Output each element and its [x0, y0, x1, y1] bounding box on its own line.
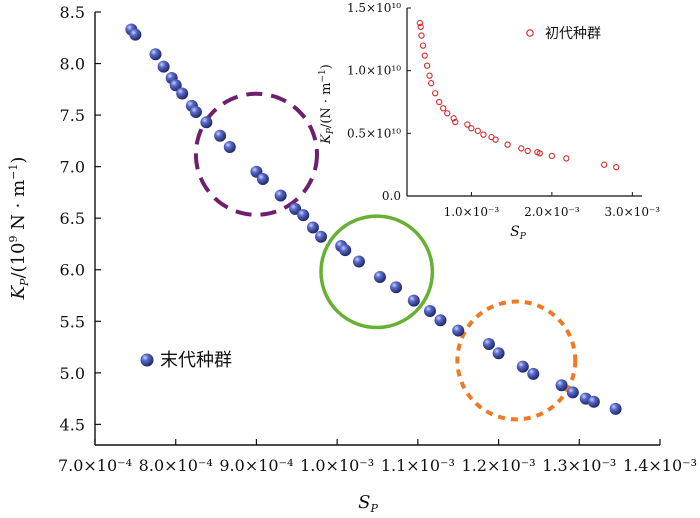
data-point-initial — [432, 90, 439, 97]
data-point-final — [407, 294, 420, 307]
data-point-initial — [536, 150, 543, 157]
data-point-final — [306, 221, 319, 234]
data-point-initial — [613, 164, 620, 171]
data-point-initial — [444, 110, 451, 117]
inset-legend-marker — [526, 29, 534, 37]
main-x-tick-label: 1.4×10⁻³ — [623, 456, 697, 475]
data-point-initial — [418, 32, 425, 39]
legend-marker-final — [140, 353, 154, 367]
main-y-tick-label: 7.5 — [60, 106, 85, 125]
data-point-final — [315, 230, 327, 243]
main-y-tick-label: 4.5 — [60, 415, 85, 434]
data-point-initial — [419, 42, 427, 49]
data-point-initial — [417, 23, 424, 30]
data-point-final — [423, 304, 436, 317]
main-x-tick-label: 8.0×10⁻⁴ — [139, 456, 213, 475]
main-x-tick-label: 1.1×10⁻³ — [381, 456, 455, 475]
main-y-tick-label: 6.0 — [60, 261, 85, 280]
inset-chart: 1.0×10⁻³ 2.0×10⁻³ 3.0×10⁻³ 0.0 0.5×10¹⁰ 1.0×1… — [318, 1, 660, 242]
main-x-tick-label: 7.0×10⁻⁴ — [58, 456, 132, 475]
data-point-final — [352, 255, 365, 268]
data-point-initial — [480, 131, 487, 138]
main-y-tick-label: 7.0 — [60, 158, 85, 177]
data-point-final — [609, 402, 622, 415]
data-point-final — [149, 48, 162, 61]
data-point-final — [434, 314, 447, 327]
data-point-initial — [440, 105, 447, 112]
legend-label-final: 末代种群 — [160, 350, 232, 371]
inset-x-axis-label: SP — [510, 224, 527, 242]
inset-x-tick-label: 1.0×10⁻³ — [444, 205, 500, 219]
main-ticks: 7.0×10⁻⁴ 8.0×10⁻⁴ 9.0×10⁻⁴ 1.0×10⁻³ 1.1×10⁻³… — [58, 3, 697, 475]
main-y-axis-label: KP/(109 N · m−1) — [7, 157, 31, 301]
data-point-final — [297, 209, 310, 222]
data-point-final — [390, 281, 403, 294]
data-point-initial — [504, 141, 511, 148]
data-point-final — [189, 106, 202, 119]
inset-y-axis-label: KP/(N · m−1) — [318, 64, 336, 145]
main-x-tick-label: 9.0×10⁻⁴ — [219, 456, 293, 475]
data-point-initial — [524, 147, 531, 155]
main-series-points — [125, 23, 622, 415]
annotation-circles — [193, 91, 578, 422]
data-point-final — [527, 367, 540, 380]
main-x-tick-label: 1.2×10⁻³ — [462, 456, 536, 475]
main-y-tick-label: 5.0 — [60, 364, 85, 383]
data-point-final — [516, 360, 529, 373]
inset-y-tick-label: 0.0 — [382, 189, 401, 203]
data-point-initial — [548, 152, 556, 160]
data-point-initial — [452, 118, 459, 126]
inset-ticks: 1.0×10⁻³ 2.0×10⁻³ 3.0×10⁻³ 0.0 0.5×10¹⁰ 1.0×1… — [347, 1, 660, 219]
main-y-tick-label: 8.0 — [60, 55, 85, 74]
data-point-initial — [426, 72, 433, 79]
inset-y-tick-label: 0.5×10¹⁰ — [347, 126, 401, 140]
dotted-orange-circle — [455, 299, 578, 422]
data-point-initial — [450, 115, 457, 122]
inset-x-tick-label: 2.0×10⁻³ — [524, 205, 580, 219]
dashed-purple-circle — [193, 91, 319, 217]
data-point-final — [482, 337, 495, 350]
data-point-initial — [421, 52, 428, 59]
main-x-tick-label: 1.0×10⁻³ — [300, 456, 374, 475]
inset-series-points — [416, 19, 620, 171]
data-point-final — [200, 116, 213, 129]
main-y-tick-label: 6.5 — [60, 209, 85, 228]
data-point-final — [169, 79, 182, 92]
solid-green-circle — [319, 214, 435, 330]
data-point-final — [157, 60, 170, 73]
inset-y-tick-label: 1.0×10¹⁰ — [347, 64, 401, 78]
data-point-initial — [416, 19, 424, 27]
data-point-final — [587, 395, 600, 408]
data-point-final — [274, 189, 287, 202]
main-x-axis-label: SP — [358, 492, 378, 515]
data-point-final — [129, 28, 142, 41]
data-point-initial — [474, 127, 481, 134]
data-point-final — [176, 87, 189, 100]
inset-x-tick-label: 3.0×10⁻³ — [605, 205, 661, 219]
data-point-final — [492, 347, 505, 360]
data-point-initial — [492, 136, 499, 143]
inset-legend-label: 初代种群 — [545, 25, 601, 42]
main-y-tick-label: 5.5 — [60, 312, 85, 331]
data-point-initial — [423, 62, 431, 69]
data-point-final — [339, 244, 352, 257]
main-x-tick-label: 1.3×10⁻³ — [542, 456, 616, 475]
data-point-initial — [436, 98, 443, 106]
data-point-initial — [563, 155, 570, 162]
data-point-final — [256, 173, 269, 186]
main-y-tick-label: 8.5 — [60, 3, 85, 22]
data-point-initial — [427, 80, 435, 87]
data-point-final — [214, 129, 227, 142]
data-point-initial — [518, 145, 525, 152]
data-point-final — [555, 379, 568, 392]
data-point-final — [223, 141, 236, 154]
data-point-initial — [601, 161, 608, 168]
data-point-initial — [468, 125, 475, 132]
data-point-initial — [464, 121, 471, 128]
data-point-final — [452, 324, 465, 337]
data-point-final — [373, 270, 386, 283]
data-point-final — [566, 386, 579, 399]
inset-y-tick-label: 1.5×10¹⁰ — [347, 1, 401, 15]
